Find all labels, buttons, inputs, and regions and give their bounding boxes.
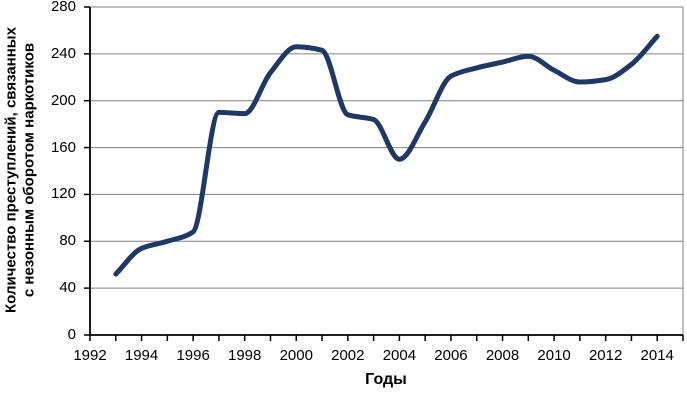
x-tick-label: 1994 (124, 347, 159, 364)
y-tick-label: 240 (50, 44, 76, 62)
x-axis-title: Годы (365, 371, 407, 388)
x-tick-label: 2002 (331, 347, 365, 364)
data-line (113, 33, 660, 277)
x-tick-label: 1998 (228, 347, 262, 364)
y-tick-label: 200 (50, 91, 76, 109)
y-tick-label: 120 (50, 185, 76, 203)
y-tick-label: 280 (50, 0, 76, 15)
y-tick-label: 80 (59, 232, 76, 250)
y-tick-label: 160 (50, 138, 76, 156)
y-tick-label: 40 (59, 279, 76, 297)
x-tick-label: 1996 (176, 347, 210, 364)
y-axis-title-line-1: Количество преступлений, связанных (2, 27, 20, 313)
x-tick-label: 2004 (382, 347, 417, 364)
x-tick-label: 1992 (73, 347, 107, 364)
x-tick-label: 2010 (537, 347, 571, 364)
y-tick-label: 0 (67, 326, 76, 343)
y-axis-title-line-2: с незонным оборотом наркотиков (20, 42, 38, 298)
x-tick-label: 2006 (434, 347, 468, 364)
x-tick-label: 2008 (485, 347, 520, 364)
x-tick-label: 2014 (640, 347, 674, 364)
x-tick-label: 2012 (588, 347, 623, 364)
x-tick-label: 2000 (279, 347, 313, 364)
